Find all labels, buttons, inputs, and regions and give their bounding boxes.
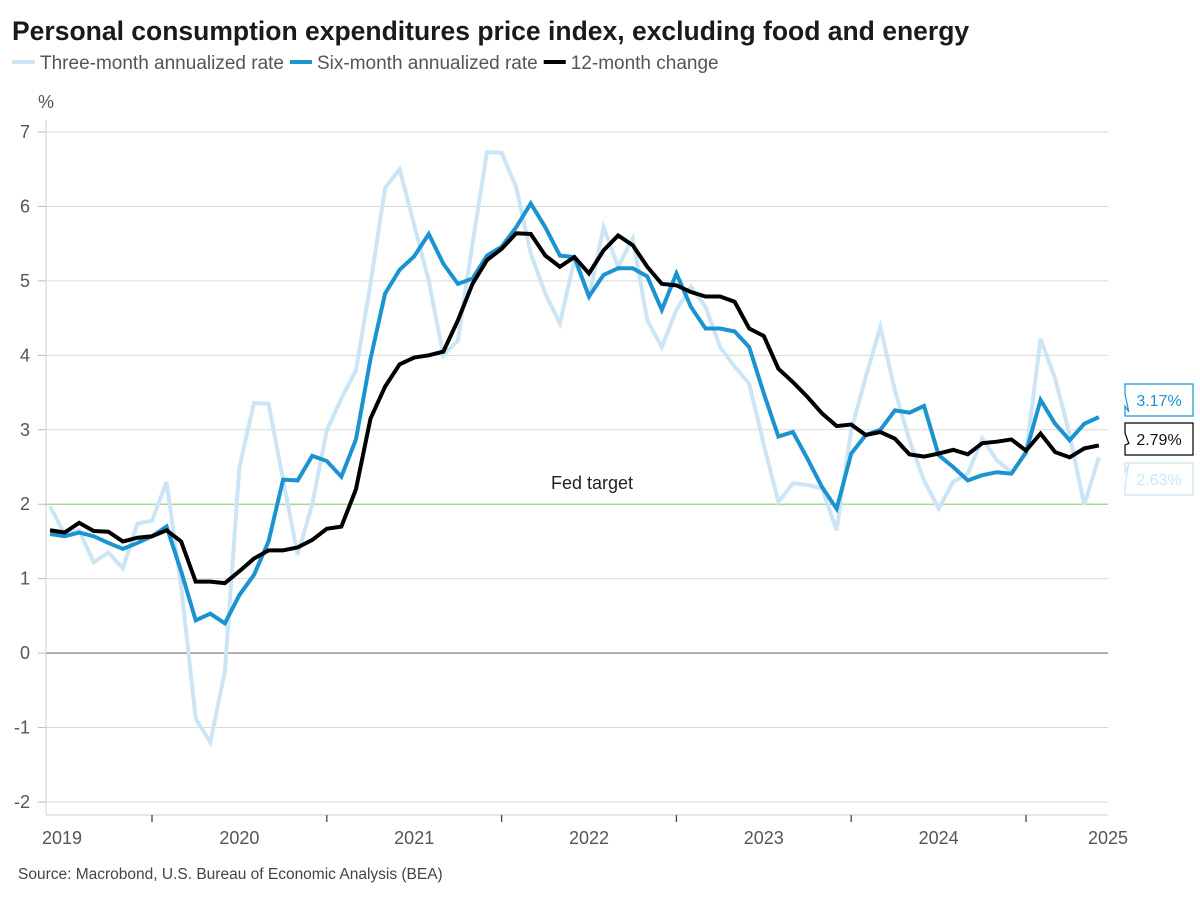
y-tick-label: -1 [14, 718, 30, 738]
three-month-callout-label: 2.63% [1136, 472, 1181, 489]
six-month-callout-box [1124, 383, 1194, 417]
x-tick-label: 2024 [919, 828, 959, 848]
y-tick-label: 4 [20, 345, 30, 365]
x-tick-label: 2021 [394, 828, 434, 848]
x-tick-label: 2020 [219, 828, 259, 848]
x-tick-label: 2025 [1088, 828, 1128, 848]
fed-target-label: Fed target [551, 473, 633, 493]
legend-label-12-month: 12-month change [571, 53, 719, 74]
x-tick-label: 2023 [744, 828, 784, 848]
end-value-callouts: 3.17% 2.79% 2.63% [1124, 383, 1194, 496]
12-month-line [49, 231, 1100, 586]
gridlines [46, 131, 1108, 803]
x-tick-label: 2022 [569, 828, 609, 848]
three-month-callout-box [1124, 462, 1194, 496]
source-note: Source: Macrobond, U.S. Bureau of Econom… [18, 866, 443, 883]
y-tick-label: 0 [20, 643, 30, 663]
legend: Three-month annualized rate Six-month an… [12, 53, 719, 74]
y-tick-label: 7 [20, 122, 30, 142]
six-month-callout-label: 3.17% [1136, 393, 1181, 410]
y-axis: -2 -1 0 1 2 3 4 5 6 7 [14, 120, 47, 815]
y-tick-label: 3 [20, 420, 30, 440]
x-axis: 2019 2020 2021 2022 2023 2024 2025 [42, 814, 1128, 848]
y-tick-label: 5 [20, 271, 30, 291]
12-month-callout-box [1124, 422, 1194, 456]
y-tick-label: 2 [20, 494, 30, 514]
chart-title: Personal consumption expenditures price … [12, 16, 969, 46]
legend-label-six-month: Six-month annualized rate [317, 53, 538, 74]
three-month-line [48, 150, 1101, 748]
legend-label-three-month: Three-month annualized rate [40, 53, 284, 74]
y-tick-label: -2 [14, 792, 30, 812]
y-tick-label: 1 [20, 569, 30, 589]
y-axis-unit: % [38, 92, 54, 112]
x-tick-label: 2019 [42, 828, 82, 848]
y-tick-label: 6 [20, 196, 30, 216]
series-lines [48, 150, 1101, 748]
12-month-callout-label: 2.79% [1136, 432, 1181, 449]
